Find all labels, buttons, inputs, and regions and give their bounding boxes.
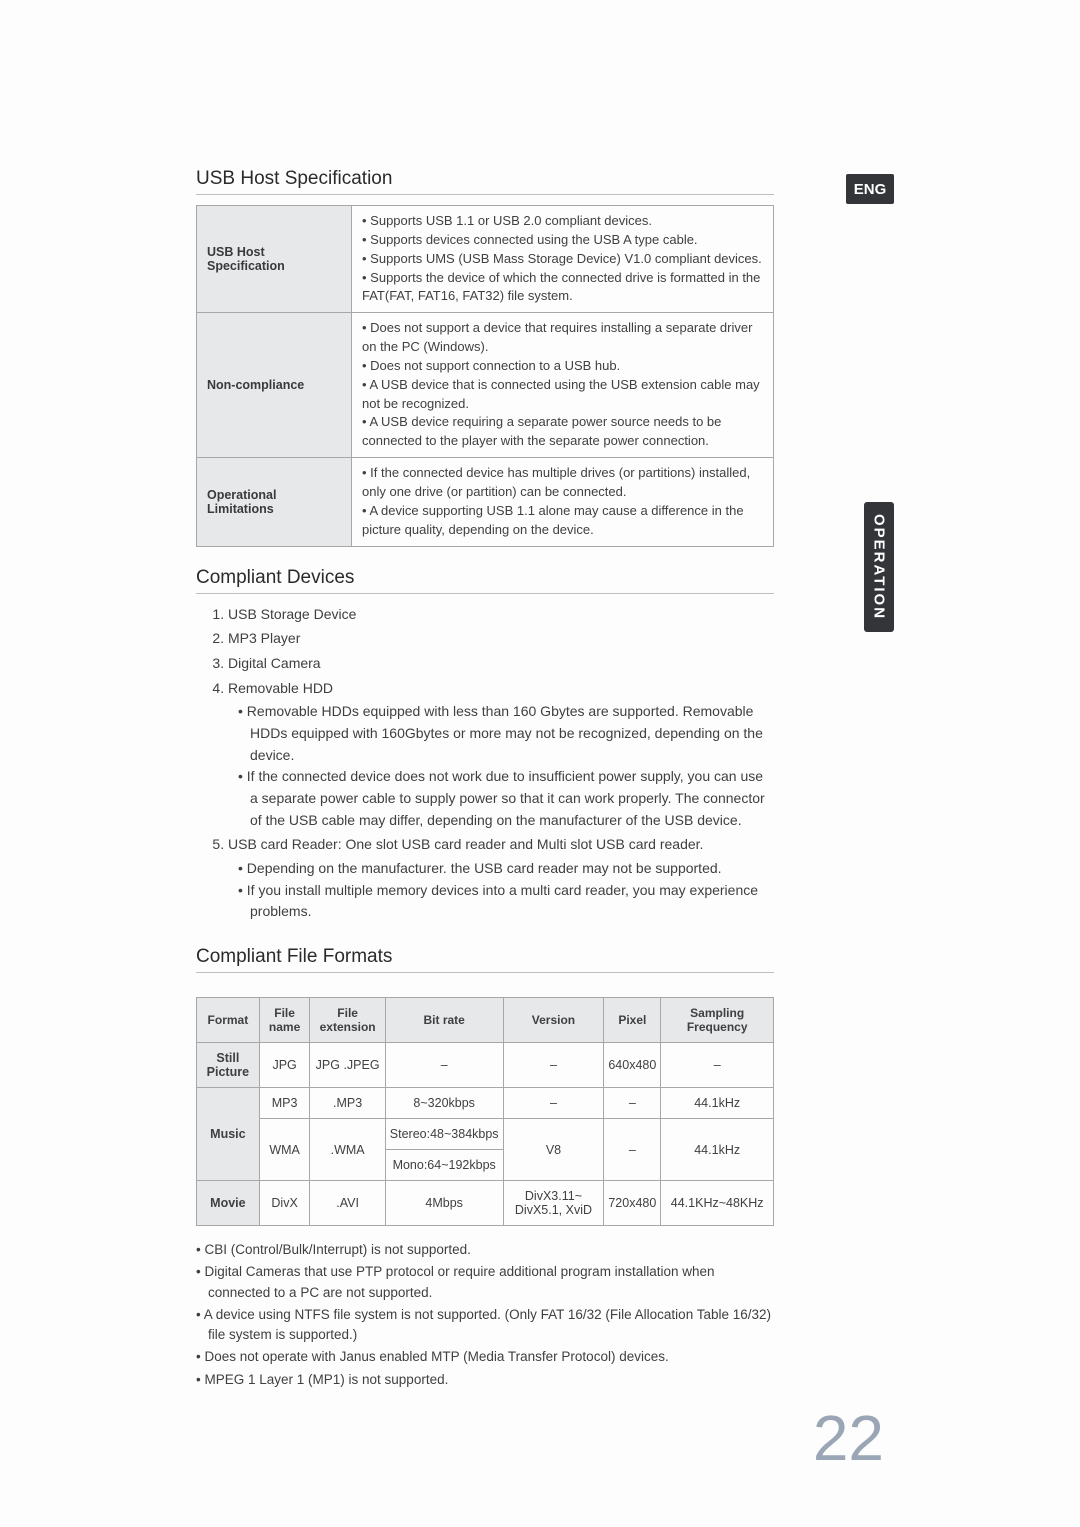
row-head: Operational Limitations [197,458,352,546]
page-number: 22 [813,1401,884,1475]
sub-list: Depending on the manufacturer. the USB c… [228,858,774,923]
list-item: CBI (Control/Bulk/Interrupt) is not supp… [196,1240,774,1260]
list-item: If the connected device does not work du… [238,766,774,831]
row-body: If the connected device has multiple dri… [352,458,774,546]
row-head: Still Picture [197,1043,260,1088]
cell: WMA [259,1119,310,1181]
section-tab-label: OPERATION [871,514,888,620]
spec-heading: USB Host Specification [196,168,774,195]
list-item: USB Storage Device [228,604,774,626]
cell: – [503,1043,604,1088]
col-head: File name [259,998,310,1043]
list-item: If the connected device has multiple dri… [362,464,763,502]
formats-heading: Compliant File Formats [196,946,774,973]
cell: – [385,1043,503,1088]
list-item: A USB device that is connected using the… [362,376,763,414]
cell: MP3 [259,1088,310,1119]
cell: .AVI [310,1181,385,1226]
table-row: Format File name File extension Bit rate… [197,998,774,1043]
list-item: Digital Camera [228,653,774,675]
list-item: Does not support a device that requires … [362,319,763,357]
table-row: WMA .WMA Stereo:48~384kbps V8 – 44.1kHz [197,1119,774,1150]
list-item: Removable HDD Removable HDDs equipped wi… [228,678,774,832]
cell: Stereo:48~384kbps [385,1119,503,1150]
devices-heading: Compliant Devices [196,567,774,594]
section-tab: OPERATION [864,502,894,632]
row-head: Movie [197,1181,260,1226]
sub-list: Removable HDDs equipped with less than 1… [228,701,774,831]
list-item: Does not operate with Janus enabled MTP … [196,1347,774,1367]
list-item: USB card Reader: One slot USB card reade… [228,834,774,923]
cell: .WMA [310,1119,385,1181]
cell: DivX [259,1181,310,1226]
table-row: Music MP3 .MP3 8~320kbps – – 44.1kHz [197,1088,774,1119]
col-head: Bit rate [385,998,503,1043]
list-item: A device using NTFS file system is not s… [196,1305,774,1346]
cell: 44.1kHz [661,1088,774,1119]
row-head: Non-compliance [197,313,352,458]
cell: 8~320kbps [385,1088,503,1119]
cell: JPG .JPEG [310,1043,385,1088]
cell: 44.1KHz~48KHz [661,1181,774,1226]
list-item: Depending on the manufacturer. the USB c… [238,858,774,880]
row-body: Does not support a device that requires … [352,313,774,458]
row-body: Supports USB 1.1 or USB 2.0 compliant de… [352,206,774,313]
notes-list: CBI (Control/Bulk/Interrupt) is not supp… [196,1240,774,1390]
list-item: Supports devices connected using the USB… [362,231,763,250]
list-item: Removable HDDs equipped with less than 1… [238,701,774,766]
table-row: Still Picture JPG JPG .JPEG – – 640x480 … [197,1043,774,1088]
item-label: USB card Reader: One slot USB card reade… [228,836,703,852]
list-item: Does not support connection to a USB hub… [362,357,763,376]
spec-table: USB Host Specification Supports USB 1.1 … [196,205,774,547]
cell: 720x480 [604,1181,661,1226]
cell: – [604,1088,661,1119]
cell: Mono:64~192kbps [385,1150,503,1181]
formats-table: Format File name File extension Bit rate… [196,997,774,1226]
cell: JPG [259,1043,310,1088]
list-item: Supports UMS (USB Mass Storage Device) V… [362,250,763,269]
list-item: MP3 Player [228,628,774,650]
cell: 4Mbps [385,1181,503,1226]
page-content: USB Host Specification USB Host Specific… [196,168,774,1390]
cell: .MP3 [310,1088,385,1119]
list-item: If you install multiple memory devices i… [238,880,774,923]
list-item: Digital Cameras that use PTP protocol or… [196,1262,774,1303]
lang-badge: ENG [846,174,894,204]
item-label: Removable HDD [228,680,333,696]
list-item: Supports the device of which the connect… [362,269,763,307]
cell: 640x480 [604,1043,661,1088]
cell: DivX3.11~ DivX5.1, XviD [503,1181,604,1226]
table-row: Non-compliance Does not support a device… [197,313,774,458]
cell: – [604,1119,661,1181]
cell: – [661,1043,774,1088]
cell: V8 [503,1119,604,1181]
table-row: Movie DivX .AVI 4Mbps DivX3.11~ DivX5.1,… [197,1181,774,1226]
list-item: A USB device requiring a separate power … [362,413,763,451]
cell: – [503,1088,604,1119]
col-head: Version [503,998,604,1043]
row-head: Music [197,1088,260,1181]
list-item: MPEG 1 Layer 1 (MP1) is not supported. [196,1370,774,1390]
list-item: A device supporting USB 1.1 alone may ca… [362,502,763,540]
table-row: Operational Limitations If the connected… [197,458,774,546]
col-head: Sampling Frequency [661,998,774,1043]
devices-list: USB Storage Device MP3 Player Digital Ca… [196,604,774,924]
table-row: USB Host Specification Supports USB 1.1 … [197,206,774,313]
row-head: USB Host Specification [197,206,352,313]
cell: 44.1kHz [661,1119,774,1181]
col-head: Pixel [604,998,661,1043]
col-head: Format [197,998,260,1043]
col-head: File extension [310,998,385,1043]
list-item: Supports USB 1.1 or USB 2.0 compliant de… [362,212,763,231]
